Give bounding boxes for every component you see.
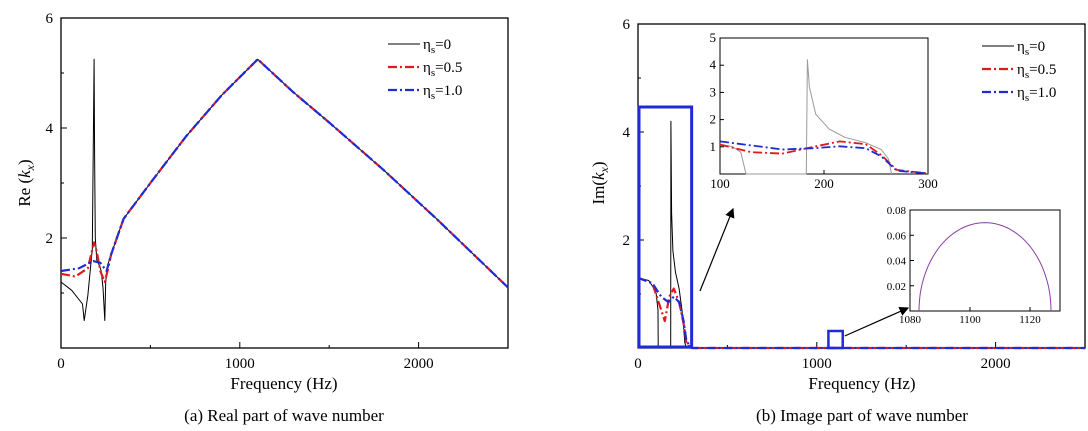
legend-label: ηs=0.5 <box>423 60 462 79</box>
panel-a-ticks: 0 1000 2000 2 4 6 <box>46 11 434 372</box>
panel-b-xtick-label: 2000 <box>981 356 1011 372</box>
legend-label: ηs=1.0 <box>1017 85 1056 104</box>
panel-a-ytick-label: 6 <box>46 11 54 27</box>
panel-b-highlight-boxes <box>637 105 910 350</box>
inset-series-0 <box>918 222 1052 312</box>
inset-ytick-label: 0.04 <box>887 256 907 268</box>
inset-ytick-label: 5 <box>710 30 717 45</box>
inset-xtick-label: 1100 <box>959 314 981 326</box>
panel-a-xlabel: Frequency (Hz) <box>230 374 337 393</box>
inset-series-2 <box>719 140 929 175</box>
panel-b-series-0 <box>637 120 1085 349</box>
inset-peak: 1080 1100 1120 0.02 0.04 0.06 0.08 <box>887 205 1061 326</box>
panel-b-legend: ηs=0 ηs=0.5 ηs=1.0 <box>982 39 1056 104</box>
panel-b-ticks: 0 1000 2000 2 4 6 <box>623 17 1011 372</box>
panel-a-ylabel: Re (kx) <box>15 159 37 206</box>
legend-label: ηs=0.5 <box>1017 62 1056 81</box>
inset-ytick-label: 0.06 <box>887 230 907 242</box>
inset-xtick-label: 1120 <box>1019 314 1041 326</box>
panel-b-xtick-label: 0 <box>634 356 642 372</box>
inset-frame <box>909 209 1061 312</box>
panel-b-ylabel: Im(kx) <box>589 161 611 204</box>
inset-ytick-label: 2 <box>710 112 717 127</box>
inset-ytick-label: 0.08 <box>887 205 907 217</box>
inset-xtick-label: 1080 <box>899 314 922 326</box>
inset-low-frequency: 100 200 300 1 2 3 4 5 <box>710 30 938 191</box>
panel-a-legend: ηs=0 ηs=0.5 ηs=1.0 <box>388 37 462 102</box>
arrow-to-inset-peak <box>844 307 910 337</box>
panel-a-caption: (a) Real part of wave number <box>184 406 384 425</box>
inset-series-0 <box>719 59 893 175</box>
inset-ytick-label: 1 <box>710 139 717 154</box>
legend-label: ηs=1.0 <box>423 83 462 102</box>
inset-xtick-label: 300 <box>918 176 938 191</box>
panel-b-xlabel: Frequency (Hz) <box>808 374 915 393</box>
panel-a-lines <box>60 58 509 321</box>
arrow-to-inset-low <box>699 207 735 292</box>
inset-frame <box>719 37 929 175</box>
panel-b-caption: (b) Image part of wave number <box>756 406 968 425</box>
panel-a-xtick-label: 0 <box>57 356 65 372</box>
inset-series-1 <box>719 140 929 175</box>
panel-b-ytick-label: 2 <box>623 233 631 249</box>
panel-a-xtick-label: 1000 <box>225 356 255 372</box>
panel-b-ytick-label: 4 <box>623 125 631 141</box>
panel-a-ytick-label: 2 <box>46 231 54 247</box>
inset-ytick-label: 4 <box>710 57 717 72</box>
inset-xtick-label: 100 <box>710 176 730 191</box>
legend-label: ηs=0 <box>1017 39 1045 58</box>
panel-a-series-2 <box>60 58 509 289</box>
legend-label: ηs=0 <box>423 37 451 56</box>
highlight-box-peak <box>827 329 844 350</box>
inset-xtick-label: 200 <box>814 176 834 191</box>
inset-ytick-label: 0.02 <box>887 281 906 293</box>
panel-a-xtick-label: 2000 <box>404 356 434 372</box>
panel-b-xtick-label: 1000 <box>802 356 832 372</box>
panel-b-ytick-label: 6 <box>623 17 631 33</box>
panel-b-series-1 <box>637 276 1085 350</box>
highlight-box-low-frequency <box>637 105 694 349</box>
panel-a-ytick-label: 4 <box>46 121 54 137</box>
inset-ytick-label: 3 <box>710 84 717 99</box>
panel-a: 0 1000 2000 2 4 6 Frequency (Hz) Re (kx) ηs=0… <box>15 11 509 425</box>
